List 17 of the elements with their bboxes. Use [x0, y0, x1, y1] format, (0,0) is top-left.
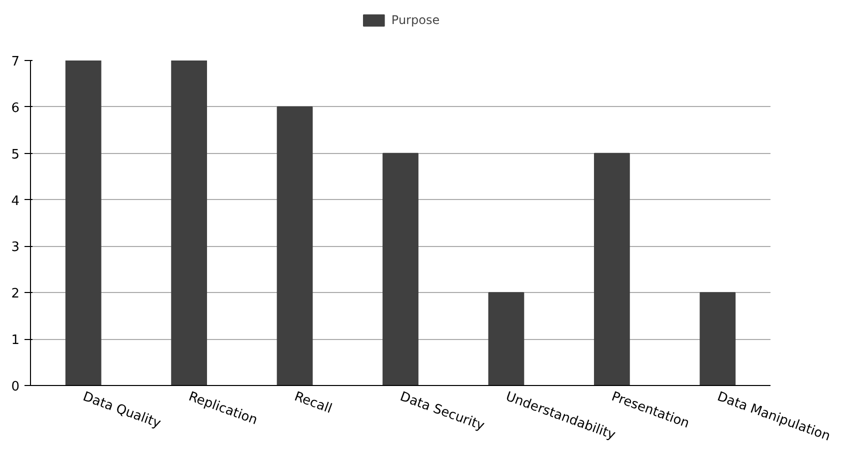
y-tick-label: 4: [11, 194, 20, 209]
y-tick-label: 5: [11, 147, 20, 162]
y-tick-label: 7: [11, 54, 20, 70]
legend-label: Purpose: [391, 13, 440, 27]
y-tick-label: 6: [11, 100, 20, 116]
bar: [594, 152, 630, 386]
y-tick-label: 0: [11, 380, 20, 394]
y-tick-label: 1: [11, 333, 20, 348]
y-tick-label: 2: [11, 286, 20, 302]
x-tick-label: Recall: [292, 389, 334, 417]
bar: [171, 60, 208, 386]
bar: [488, 292, 524, 386]
y-tick-label: 3: [11, 240, 20, 256]
bar: [276, 106, 313, 386]
bar: [700, 292, 736, 386]
bar: [65, 60, 102, 386]
bar: [382, 152, 418, 386]
